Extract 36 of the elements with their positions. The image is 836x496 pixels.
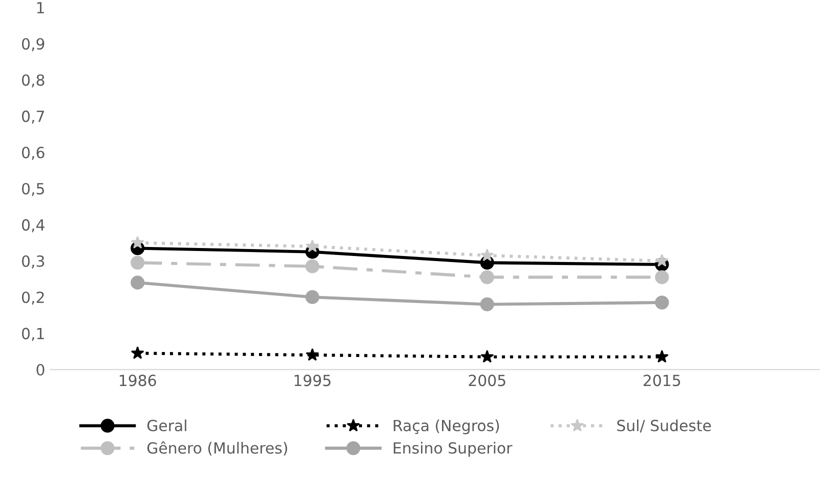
y-tick-label: 0	[36, 364, 44, 376]
point	[130, 236, 144, 249]
point	[480, 350, 494, 363]
point	[130, 276, 145, 290]
legend-label: Sul/ Sudeste	[617, 419, 711, 433]
y-tick-label: 1	[37, 2, 44, 14]
y-tick-label: 0,7	[22, 110, 44, 124]
legend-label: Ensino Superior	[394, 442, 512, 457]
point	[655, 270, 669, 284]
point	[306, 239, 319, 252]
y-tick-label: 0,4	[22, 219, 44, 232]
y-tick-label: 0,2	[22, 292, 44, 305]
y-tick-label: 0,9	[22, 38, 44, 52]
x-tick-label: 1986	[120, 374, 156, 386]
y-tick-label: 0,6	[22, 146, 44, 160]
point	[130, 256, 145, 270]
x-tick-label: 2005	[468, 374, 506, 386]
y-tick-label: 0,5	[22, 182, 44, 196]
y-tick-label: 0,8	[22, 74, 44, 88]
x-tick-label: 1995	[294, 374, 330, 386]
point	[480, 248, 494, 262]
y-tick-label: 0,3	[22, 255, 44, 268]
point	[130, 346, 144, 359]
x-tick-label: 2015	[644, 374, 680, 386]
legend-label: Raça (Negros)	[394, 419, 499, 434]
point	[305, 259, 320, 274]
point	[655, 296, 669, 310]
legend-label: Geral	[147, 419, 186, 432]
point	[655, 254, 669, 267]
point	[480, 297, 494, 312]
point	[306, 348, 319, 361]
point	[480, 270, 494, 284]
y-tick-label: 0,1	[22, 328, 44, 341]
point	[655, 350, 669, 363]
legend-label: Gênero (Mulheres)	[147, 441, 288, 456]
point	[305, 290, 320, 304]
